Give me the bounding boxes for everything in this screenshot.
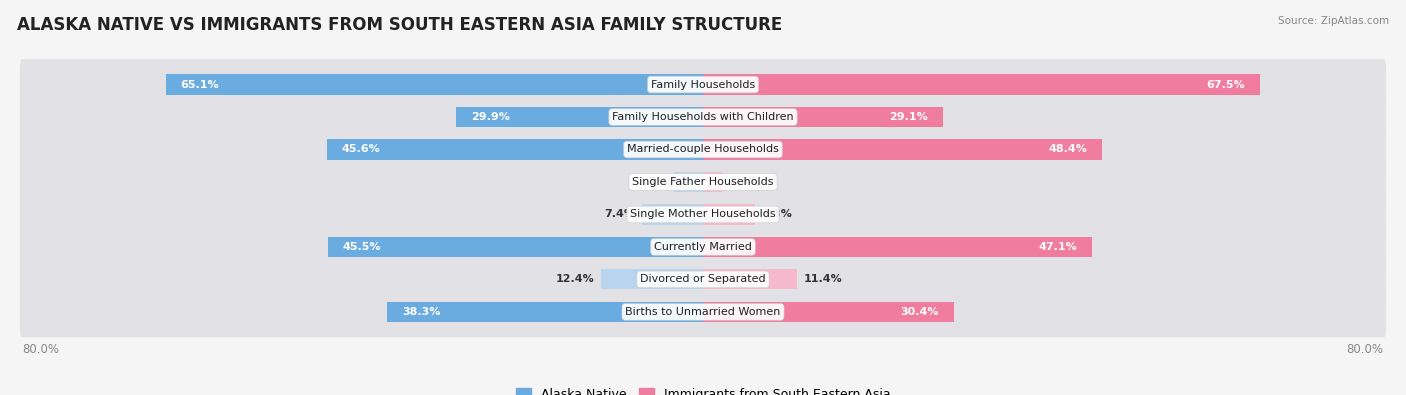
Text: 47.1%: 47.1% [1038, 242, 1077, 252]
Text: Source: ZipAtlas.com: Source: ZipAtlas.com [1278, 16, 1389, 26]
FancyBboxPatch shape [20, 59, 1386, 110]
Text: 45.6%: 45.6% [342, 145, 381, 154]
Text: 3.5%: 3.5% [637, 177, 668, 187]
Text: 7.4%: 7.4% [605, 209, 636, 220]
Text: Family Households with Children: Family Households with Children [612, 112, 794, 122]
Bar [457, 107, 703, 127]
Bar [328, 237, 703, 257]
Text: Births to Unmarried Women: Births to Unmarried Women [626, 307, 780, 317]
Text: 11.4%: 11.4% [804, 275, 842, 284]
Text: 80.0%: 80.0% [1347, 343, 1384, 356]
Bar [703, 107, 943, 127]
Text: 80.0%: 80.0% [22, 343, 59, 356]
Text: 29.9%: 29.9% [471, 112, 510, 122]
FancyBboxPatch shape [20, 222, 1386, 273]
Text: ALASKA NATIVE VS IMMIGRANTS FROM SOUTH EASTERN ASIA FAMILY STRUCTURE: ALASKA NATIVE VS IMMIGRANTS FROM SOUTH E… [17, 16, 782, 34]
Text: Single Mother Households: Single Mother Households [630, 209, 776, 220]
Text: Currently Married: Currently Married [654, 242, 752, 252]
Text: 6.3%: 6.3% [762, 209, 793, 220]
Text: 30.4%: 30.4% [900, 307, 939, 317]
FancyBboxPatch shape [20, 124, 1386, 175]
Bar [703, 75, 1260, 94]
Bar [703, 302, 953, 322]
Text: Divorced or Separated: Divorced or Separated [640, 275, 766, 284]
Text: 38.3%: 38.3% [402, 307, 440, 317]
FancyBboxPatch shape [20, 92, 1386, 143]
Text: 12.4%: 12.4% [555, 275, 595, 284]
Bar [703, 269, 797, 290]
Bar [703, 204, 755, 224]
FancyBboxPatch shape [20, 156, 1386, 207]
Legend: Alaska Native, Immigrants from South Eastern Asia: Alaska Native, Immigrants from South Eas… [510, 383, 896, 395]
Text: 65.1%: 65.1% [181, 79, 219, 90]
FancyBboxPatch shape [20, 189, 1386, 240]
Text: 2.4%: 2.4% [730, 177, 761, 187]
Bar [600, 269, 703, 290]
Bar [166, 75, 703, 94]
FancyBboxPatch shape [20, 254, 1386, 305]
FancyBboxPatch shape [20, 286, 1386, 337]
Text: Single Father Households: Single Father Households [633, 177, 773, 187]
Text: 67.5%: 67.5% [1206, 79, 1246, 90]
Text: Family Households: Family Households [651, 79, 755, 90]
Text: 45.5%: 45.5% [343, 242, 381, 252]
Text: 29.1%: 29.1% [890, 112, 928, 122]
Bar [703, 139, 1102, 160]
Bar [387, 302, 703, 322]
Bar [673, 172, 703, 192]
Bar [643, 204, 703, 224]
Text: Married-couple Households: Married-couple Households [627, 145, 779, 154]
Bar [326, 139, 703, 160]
Text: 48.4%: 48.4% [1049, 145, 1087, 154]
Bar [703, 172, 723, 192]
Bar [703, 237, 1091, 257]
